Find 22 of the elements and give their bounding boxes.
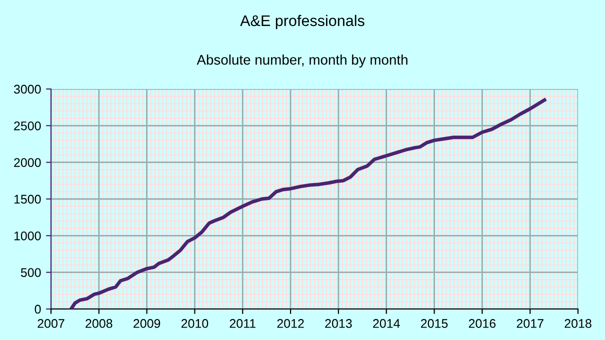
- x-tick-label: 2008: [86, 319, 112, 328]
- x-tick-label: 2015: [421, 319, 448, 328]
- x-tick-label: 2010: [181, 319, 208, 328]
- x-tick-label: 2017: [516, 319, 544, 328]
- x-tick-label: 2007: [38, 319, 64, 328]
- chart-subtitle: Absolute number, month by month: [196, 54, 408, 68]
- x-tick-label: 2018: [564, 319, 592, 328]
- y-tick-label: 3000: [14, 84, 41, 94]
- x-tick-label: 2013: [325, 319, 352, 328]
- y-tick-label: 2000: [14, 158, 41, 167]
- y-tick-label: 500: [20, 268, 41, 277]
- y-tick-label: 2500: [14, 121, 41, 130]
- x-tick-label: 2009: [134, 319, 160, 328]
- y-tick-label: 0: [34, 304, 41, 314]
- x-tick-label: 2014: [373, 319, 400, 328]
- x-tick-label: 2016: [468, 319, 496, 328]
- y-tick-label: 1500: [14, 194, 41, 204]
- x-tick-label: 2011: [230, 319, 256, 328]
- line-series: [69, 98, 546, 309]
- chart-title: A&E professionals: [240, 14, 364, 30]
- x-tick-label: 2012: [277, 319, 304, 328]
- y-tick-label: 1000: [14, 231, 41, 240]
